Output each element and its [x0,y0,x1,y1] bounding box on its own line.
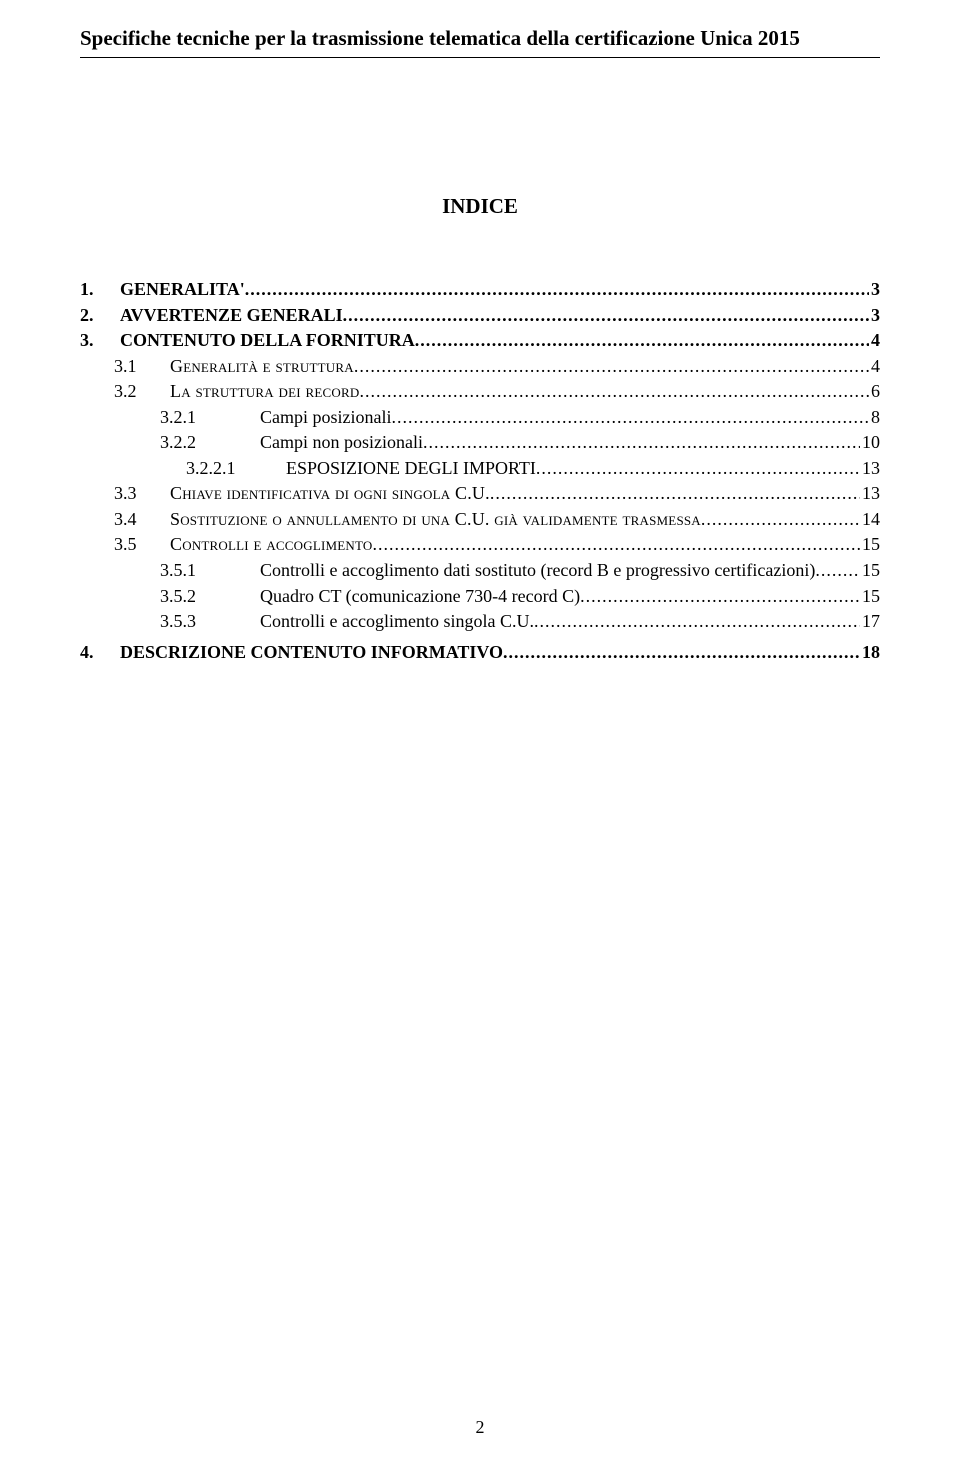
toc-entry-label: Generalità e struttura [170,354,354,380]
toc-entry-page: 17 [860,609,880,635]
toc-entry-label: Quadro CT (comunicazione 730-4 record C) [260,584,580,610]
toc-entry: 3.1 Generalità e struttura 4 [80,354,880,380]
toc-entry-number: 3.5.1 [80,558,260,584]
toc-leader-dots [391,405,869,431]
toc-leader-dots [534,609,860,635]
toc-entry-label: Controlli e accoglimento singola C.U. [260,609,534,635]
page: Specifiche tecniche per la trasmissione … [0,0,960,1466]
toc-entry-number: 3.2.1 [80,405,260,431]
toc-entry-page: 4 [869,354,880,380]
toc-entry-number: 3.5 [80,532,170,558]
toc-leader-dots [423,430,860,456]
toc-entry-page: 3 [869,277,880,303]
toc-entry-label: Campi posizionali [260,405,391,431]
toc-leader-dots [245,277,869,303]
toc-entry-label: La struttura dei record [170,379,359,405]
toc-entry: 3.2.2 Campi non posizionali 10 [80,430,880,456]
toc-entry: 3.5.2 Quadro CT (comunicazione 730-4 rec… [80,584,880,610]
toc-entry: 3.2.1 Campi posizionali 8 [80,405,880,431]
toc-entry-label: CONTENUTO DELLA FORNITURA [120,328,415,354]
table-of-contents: 1. GENERALITA'32. AVVERTENZE GENERALI33.… [80,277,880,665]
toc-leader-dots [354,354,869,380]
toc-entry-label: Chiave identificativa di ogni singola C.… [170,481,490,507]
toc-entry-number: 3.3 [80,481,170,507]
toc-entry: 3. CONTENUTO DELLA FORNITURA 4 [80,328,880,354]
toc-entry-label: GENERALITA' [120,277,245,303]
toc-entry: 2. AVVERTENZE GENERALI 3 [80,303,880,329]
toc-entry: 3.5 Controlli e accoglimento 15 [80,532,880,558]
toc-leader-dots [359,379,869,405]
toc-entry-number: 3. [80,328,120,354]
page-number: 2 [0,1417,960,1438]
toc-entry-number: 4. [80,640,120,666]
toc-entry-label: ESPOSIZIONE DEGLI IMPORTI [286,456,536,482]
toc-entry-page: 15 [860,558,880,584]
toc-entry-page: 13 [860,456,880,482]
toc-leader-dots [490,481,860,507]
toc-entry-page: 15 [860,532,880,558]
page-title: Specifiche tecniche per la trasmissione … [80,26,880,51]
toc-leader-dots [343,303,869,329]
toc-entry-number: 3.5.2 [80,584,260,610]
toc-entry: 3.2.2.1 ESPOSIZIONE DEGLI IMPORTI 13 [80,456,880,482]
toc-entry: 1. GENERALITA' 3 [80,277,880,303]
toc-entry: 3.5.1 Controlli e accoglimento dati sost… [80,558,880,584]
toc-entry-page: 10 [860,430,880,456]
toc-entry-label: Controlli e accoglimento [170,532,373,558]
toc-entry-number: 3.2 [80,379,170,405]
toc-entry-number: 3.2.2 [80,430,260,456]
toc-entry-number: 3.2.2.1 [80,456,286,482]
toc-entry-page: 8 [869,405,880,431]
toc-entry-page: 15 [860,584,880,610]
toc-entry-page: 14 [860,507,880,533]
toc-entry-label: Campi non posizionali [260,430,423,456]
toc-leader-dots [415,328,869,354]
toc-entry: 3.2 La struttura dei record 6 [80,379,880,405]
toc-entry: 4. DESCRIZIONE CONTENUTO INFORMATIVO 18 [80,640,880,666]
toc-entry-number: 3.5.3 [80,609,260,635]
toc-entry-number: 3.1 [80,354,170,380]
header-rule [80,57,880,58]
toc-entry: 3.3 Chiave identificativa di ogni singol… [80,481,880,507]
toc-entry-number: 3.4 [80,507,170,533]
toc-entry-page: 4 [869,328,880,354]
toc-entry-page: 18 [860,640,880,666]
toc-entry-page: 13 [860,481,880,507]
toc-entry-number: 2. [80,303,120,329]
toc-entry-label: DESCRIZIONE CONTENUTO INFORMATIVO [120,640,503,666]
toc-leader-dots [373,532,861,558]
toc-leader-dots [580,584,860,610]
toc-entry-page: 3 [869,303,880,329]
toc-leader-dots [503,640,860,666]
toc-entry-label: AVVERTENZE GENERALI [120,303,343,329]
toc-leader-dots [536,456,860,482]
toc-entry-number: 1. [80,277,120,303]
toc-entry-label: Controlli e accoglimento dati sostituto … [260,558,815,584]
toc-leader-dots [701,507,860,533]
toc-leader-dots [815,558,860,584]
toc-heading: INDICE [80,194,880,219]
toc-entry-page: 6 [869,379,880,405]
toc-entry-label: Sostituzione o annullamento di una C.U. … [170,507,701,533]
toc-entry: 3.4 Sostituzione o annullamento di una C… [80,507,880,533]
toc-entry: 3.5.3 Controlli e accoglimento singola C… [80,609,880,635]
